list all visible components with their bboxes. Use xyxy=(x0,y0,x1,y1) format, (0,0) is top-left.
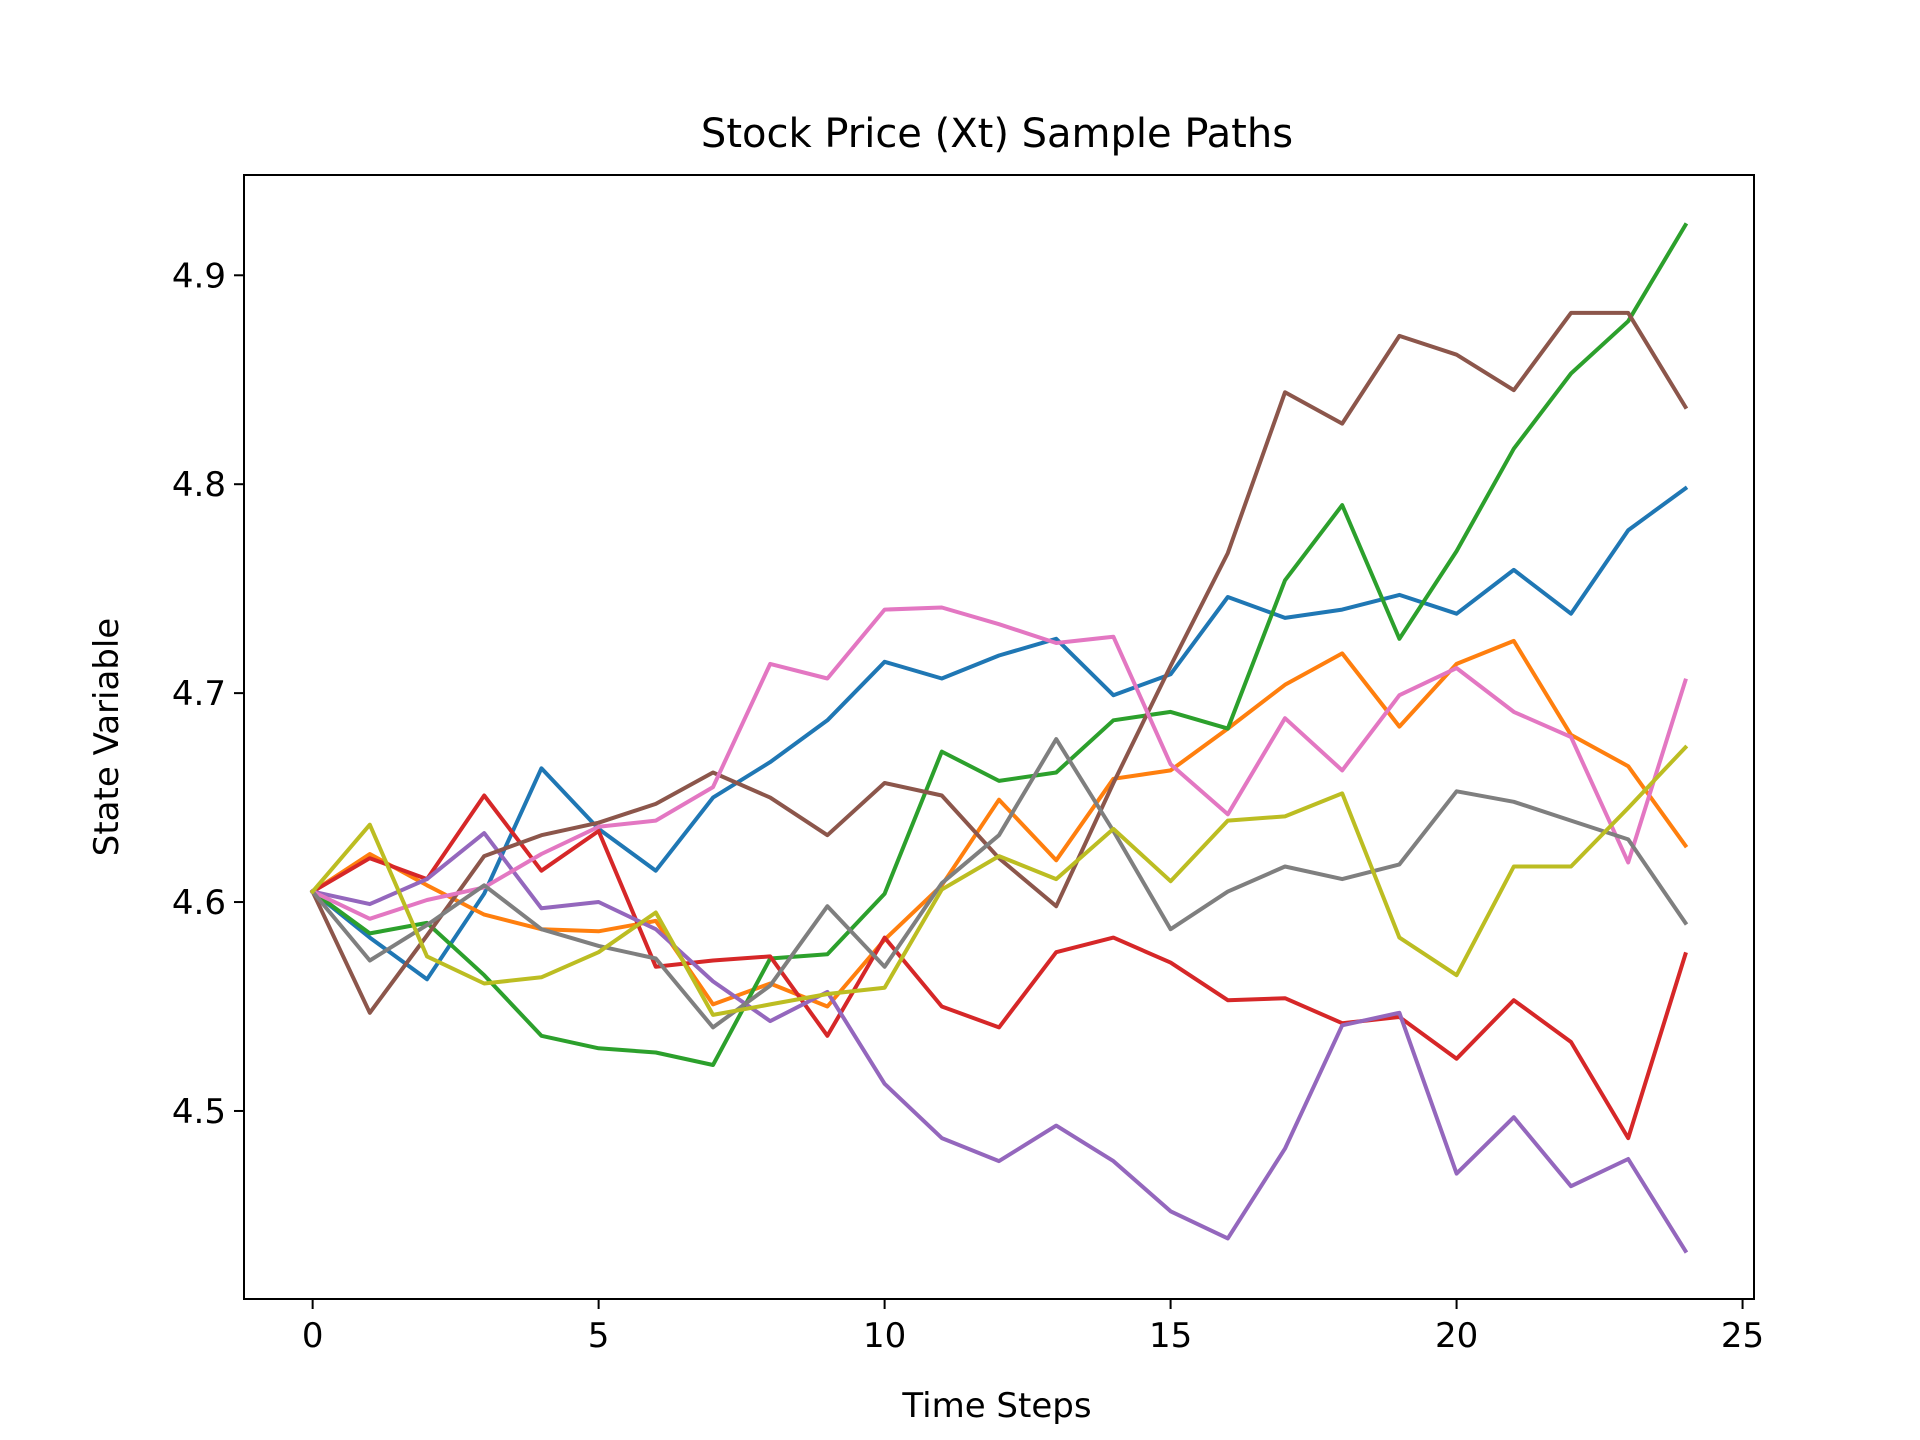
y-tick-label: 4.5 xyxy=(172,1092,226,1132)
y-tick-label: 4.9 xyxy=(172,256,226,296)
x-tick-label: 25 xyxy=(1721,1316,1764,1356)
plot-frame xyxy=(243,174,1755,1300)
y-axis: 4.5 4.6 4.7 4.8 4.9 xyxy=(172,256,244,1132)
series-line-2 xyxy=(309,638,1689,1009)
series-line-7 xyxy=(309,605,1688,921)
x-tick-label: 0 xyxy=(302,1316,324,1356)
y-tick-label: 4.7 xyxy=(172,674,226,714)
series-layer xyxy=(309,222,1689,1254)
x-tick-label: 5 xyxy=(588,1316,610,1356)
series-line-8 xyxy=(309,737,1689,1030)
series-line-5 xyxy=(310,831,1689,1254)
series-line-1 xyxy=(309,485,1689,982)
y-tick-label: 4.6 xyxy=(172,883,226,923)
x-axis: 0 5 10 15 20 25 xyxy=(302,1299,1764,1356)
y-tick-label: 4.8 xyxy=(172,465,226,505)
x-axis-title: Time Steps xyxy=(901,1386,1091,1426)
series-line-6 xyxy=(309,310,1689,1015)
x-tick-label: 20 xyxy=(1435,1316,1478,1356)
series-line-3 xyxy=(309,222,1689,1067)
chart-title: Stock Price (Xt) Sample Paths xyxy=(701,111,1293,157)
series-line-4 xyxy=(309,793,1688,1141)
x-tick-label: 10 xyxy=(863,1316,906,1356)
series-line-9 xyxy=(309,744,1689,1017)
y-axis-title: State Variable xyxy=(87,618,127,856)
x-tick-label: 15 xyxy=(1149,1316,1192,1356)
